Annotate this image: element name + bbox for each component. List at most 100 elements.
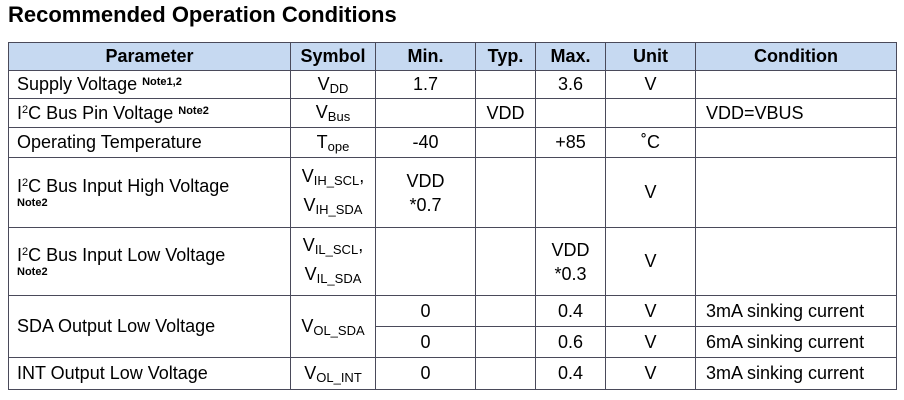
- max-line: *0.3: [554, 263, 587, 284]
- symbol: VBus: [315, 102, 350, 124]
- symbol-cell: VIH_SCL, VIH_SDA: [290, 157, 376, 228]
- min-cell: [375, 98, 476, 128]
- param-sup: 2: [22, 177, 29, 189]
- symbol-sub: DD: [329, 80, 349, 96]
- max-line: VDD: [551, 239, 590, 260]
- condition: 3mA sinking current: [706, 363, 865, 383]
- unit-cell: V: [605, 295, 696, 327]
- param-text: C Bus Input High Voltage: [28, 176, 230, 196]
- title: Recommended Operation Conditions: [8, 2, 397, 27]
- typ-cell: [475, 227, 536, 296]
- symbol-base: V: [304, 263, 317, 284]
- typ: VDD: [486, 102, 525, 123]
- symbol: Tope: [317, 132, 350, 154]
- param-text: SDA Output Low Voltage: [17, 316, 216, 336]
- row: 0 0.6 V 6mA sinking current: [9, 326, 897, 358]
- unit: V: [644, 363, 657, 383]
- unit-cell: V: [605, 357, 696, 390]
- max: 3.6: [557, 74, 584, 94]
- symbol: VIL_SDA: [295, 262, 371, 291]
- unit-cell: V: [605, 227, 696, 296]
- header-cell: Symbol: [290, 42, 376, 71]
- unit-cell: V: [605, 70, 696, 99]
- unit: ˚C: [641, 132, 660, 152]
- condition-cell: 3mA sinking current: [695, 357, 897, 390]
- max-cell: 0.4: [535, 295, 606, 327]
- symbol: VIL_SCL,: [295, 233, 371, 262]
- max: 0.6: [557, 331, 584, 352]
- note: Note2: [17, 197, 48, 209]
- symbol-sub: IH_SDA: [315, 201, 363, 217]
- symbol-base: V: [302, 234, 315, 255]
- condition-cell: [695, 227, 897, 296]
- param-text: Operating Temperature: [17, 132, 202, 152]
- min: 0: [420, 300, 431, 321]
- symbol-base: V: [315, 102, 328, 122]
- unit: V: [644, 182, 657, 202]
- max: +85: [555, 132, 586, 152]
- row: I2C Bus Pin Voltage Note2 VBus VDD VDD=VBUS: [8, 98, 897, 128]
- min: 0: [420, 331, 431, 352]
- param-text: C Bus Input Low Voltage: [28, 245, 226, 265]
- row: I2C Bus Input High Voltage Note2 VIH_SCL, V…: [8, 157, 897, 228]
- max: 0.4: [557, 300, 584, 321]
- symbol: VOL_INT: [304, 362, 362, 385]
- condition-cell: VDD=VBUS: [695, 98, 897, 128]
- symbol: VIH_SDA: [295, 193, 371, 222]
- min-cell: VDD *0.7: [375, 157, 476, 228]
- header-cell: Parameter: [8, 42, 291, 71]
- condition-cell: 3mA sinking current: [695, 295, 897, 327]
- min-cell: 1.7: [375, 70, 476, 99]
- typ-cell: [475, 326, 536, 358]
- typ-cell: [475, 70, 536, 99]
- max-cell: VDD *0.3: [535, 227, 606, 296]
- min-cell: 0: [375, 326, 476, 358]
- row: SDA Output Low Voltage VOL_SDA 0 0.4 V 3mA si…: [8, 295, 897, 358]
- min-cell: -40: [375, 127, 476, 158]
- condition-cell: [695, 157, 897, 228]
- parameter-cell: SDA Output Low Voltage: [8, 295, 291, 358]
- param-prefix: I: [17, 176, 23, 196]
- symbol-sub: IH_SCL: [313, 172, 360, 188]
- min-line: *0.7: [409, 194, 442, 215]
- min-line: VDD: [406, 170, 445, 191]
- min-cell: 0: [375, 295, 476, 327]
- row: Operating Temperature Tope -40 +85 ˚C: [8, 127, 897, 158]
- symbol-cell: VIL_SCL, VIL_SDA: [290, 227, 376, 296]
- row: INT Output Low Voltage VOL_INT 0 0.4 V 3mA si…: [8, 357, 897, 390]
- unit: V: [644, 74, 657, 94]
- max-cell: 0.6: [535, 326, 606, 358]
- symbol: VIH_SCL,: [295, 164, 371, 193]
- parameter-cell: Supply Voltage Note1,2: [8, 70, 291, 99]
- unit-cell: [605, 98, 696, 128]
- symbol-base: V: [304, 362, 317, 383]
- header-cell: Min.: [375, 42, 476, 71]
- param-sup: 2: [22, 246, 29, 258]
- condition: 3mA sinking current: [706, 300, 865, 321]
- symbol-sep: ,: [358, 234, 364, 255]
- header-cell: Max.: [535, 42, 606, 71]
- header-cell: Condition: [695, 42, 897, 71]
- max-cell: 3.6: [535, 70, 606, 99]
- param-prefix: I: [17, 102, 23, 123]
- symbol-sub: OL_SDA: [313, 322, 365, 338]
- symbol-sep: ,: [359, 165, 365, 186]
- typ-cell: [475, 127, 536, 158]
- symbol-cell: Tope: [290, 127, 376, 158]
- symbol-cell: VBus: [290, 98, 376, 128]
- param-text: Supply Voltage: [17, 74, 138, 94]
- param-sup: 2: [22, 103, 29, 116]
- unit: V: [644, 300, 657, 321]
- typ-cell: [475, 357, 536, 390]
- condition-cell: [695, 127, 897, 158]
- parameter-cell: Operating Temperature: [8, 127, 291, 158]
- symbol-cell: VDD: [290, 70, 376, 99]
- symbol-base: V: [301, 315, 314, 336]
- symbol: VOL_SDA: [301, 315, 365, 338]
- typ-cell: [475, 157, 536, 228]
- parameter-cell: I2C Bus Pin Voltage Note2: [8, 98, 291, 128]
- unit: V: [644, 251, 657, 271]
- max: 0.4: [557, 363, 584, 383]
